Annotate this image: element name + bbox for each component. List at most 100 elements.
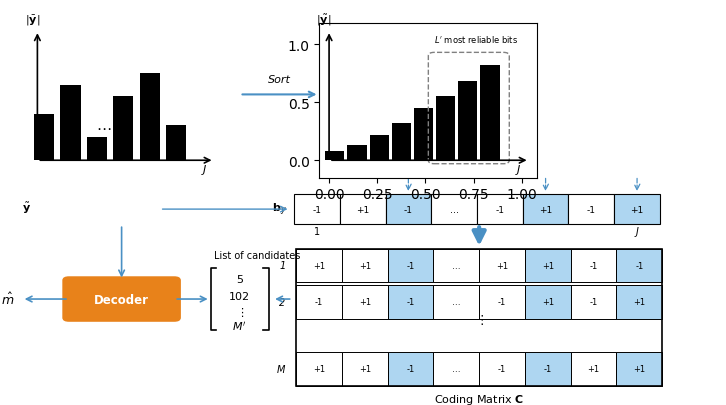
Text: ...: ... [452, 364, 460, 373]
Text: ...: ... [449, 205, 459, 215]
Text: $|\bar{\mathbf{y}}|$: $|\bar{\mathbf{y}}|$ [25, 14, 40, 28]
Bar [60, 85, 81, 161]
Bar [113, 97, 134, 161]
Bar [392, 124, 411, 161]
Bar [568, 194, 614, 225]
Bar [342, 286, 388, 319]
Bar [414, 109, 433, 161]
Text: $|\tilde{\mathbf{y}}|$: $|\tilde{\mathbf{y}}|$ [316, 13, 331, 28]
Text: +1: +1 [542, 298, 554, 307]
Bar [325, 151, 345, 161]
Text: +1: +1 [359, 364, 371, 373]
Text: $\cdots$: $\cdots$ [97, 120, 112, 135]
Text: $\tilde{\mathbf{y}}$: $\tilde{\mathbf{y}}$ [22, 200, 30, 215]
Bar [388, 286, 433, 319]
Text: +1: +1 [359, 261, 371, 270]
Bar [433, 286, 479, 319]
Bar [481, 66, 499, 161]
Text: $\cdots$: $\cdots$ [395, 135, 410, 150]
Bar [34, 115, 54, 161]
Bar [525, 249, 571, 282]
Bar [296, 286, 342, 319]
Text: ...: ... [452, 261, 460, 270]
Text: 102: 102 [229, 291, 250, 301]
Bar [433, 352, 479, 386]
Bar [525, 286, 571, 319]
Text: +1: +1 [542, 261, 554, 270]
Bar [340, 194, 386, 225]
Bar [296, 249, 662, 386]
Bar [571, 352, 616, 386]
Bar [479, 352, 525, 386]
Bar [616, 352, 662, 386]
Text: $\vdots$: $\vdots$ [235, 305, 244, 318]
Text: List of candidates: List of candidates [214, 250, 301, 260]
Bar [166, 126, 187, 161]
Bar [479, 286, 525, 319]
Text: -1: -1 [315, 298, 323, 307]
Text: 2: 2 [279, 297, 285, 307]
Text: -1: -1 [407, 364, 415, 373]
Text: $\vdots$: $\vdots$ [475, 312, 484, 326]
Bar [571, 249, 616, 282]
Bar [616, 249, 662, 282]
Text: +1: +1 [313, 364, 325, 373]
Bar [431, 194, 477, 225]
Bar [616, 286, 662, 319]
Bar [525, 352, 571, 386]
Text: $M'$: $M'$ [232, 319, 247, 332]
Bar [388, 249, 433, 282]
FancyBboxPatch shape [63, 277, 180, 321]
Text: $\hat{m}$: $\hat{m}$ [1, 291, 15, 307]
Bar [294, 194, 340, 225]
Bar [370, 135, 389, 161]
Bar [523, 194, 568, 225]
Text: 5: 5 [236, 275, 243, 285]
Text: +1: +1 [359, 298, 371, 307]
Text: +1: +1 [587, 364, 600, 373]
Text: 1: 1 [279, 261, 285, 271]
Bar [614, 194, 660, 225]
Text: -1: -1 [312, 205, 322, 214]
Bar [479, 249, 525, 282]
Bar [436, 97, 455, 161]
Text: -1: -1 [407, 261, 415, 270]
Text: $L'$ most reliable bits: $L'$ most reliable bits [434, 34, 518, 45]
Text: -1: -1 [587, 205, 596, 214]
Text: ...: ... [452, 298, 460, 307]
Text: +1: +1 [633, 298, 645, 307]
Text: -1: -1 [407, 298, 415, 307]
Bar [347, 146, 367, 161]
Text: -1: -1 [495, 205, 505, 214]
Text: $J$: $J$ [634, 225, 640, 239]
Bar [296, 249, 342, 282]
Bar [87, 138, 107, 161]
Text: +1: +1 [539, 205, 552, 214]
Bar [433, 249, 479, 282]
Text: -1: -1 [544, 364, 552, 373]
Text: +1: +1 [633, 364, 645, 373]
Text: 1: 1 [314, 227, 320, 237]
Bar [342, 249, 388, 282]
Bar [388, 352, 433, 386]
Text: $J$: $J$ [515, 162, 521, 177]
Text: -1: -1 [590, 298, 597, 307]
Text: -1: -1 [635, 261, 643, 270]
Text: +1: +1 [313, 261, 325, 270]
Text: -1: -1 [404, 205, 413, 214]
Bar [386, 194, 431, 225]
Text: -1: -1 [498, 364, 506, 373]
Text: +1: +1 [356, 205, 370, 214]
Text: $\mathbf{b}_y$: $\mathbf{b}_y$ [272, 201, 287, 218]
Bar [458, 82, 478, 161]
Text: Decoder: Decoder [94, 293, 149, 306]
Text: -1: -1 [498, 298, 506, 307]
Bar [477, 194, 523, 225]
Text: Coding Matrix $\mathbf{C}$: Coding Matrix $\mathbf{C}$ [434, 392, 524, 405]
Text: +1: +1 [630, 205, 644, 214]
Text: $J$: $J$ [201, 162, 208, 177]
Text: -1: -1 [590, 261, 597, 270]
Bar [342, 352, 388, 386]
Text: Sort: Sort [268, 75, 291, 85]
Bar [140, 74, 160, 161]
